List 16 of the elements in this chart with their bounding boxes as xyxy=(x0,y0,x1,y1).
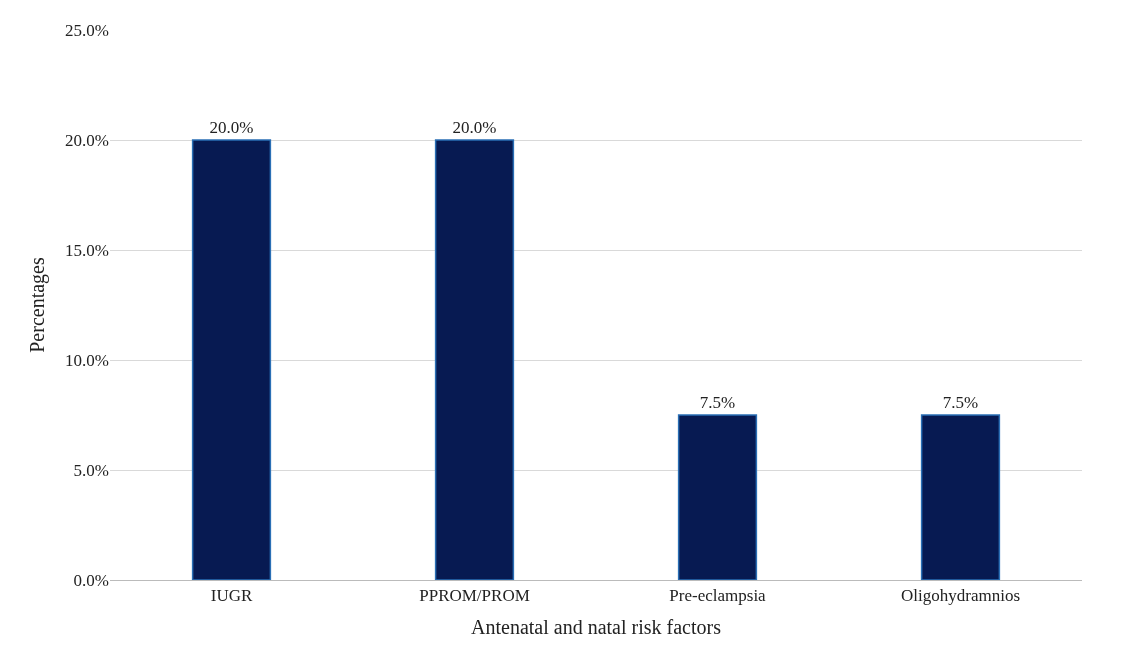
y-tick-label: 20.0% xyxy=(65,130,109,150)
y-tick-label: 0.0% xyxy=(73,570,109,590)
x-tick-label: PPROM/PROM xyxy=(419,586,530,606)
y-tick-label: 10.0% xyxy=(65,350,109,370)
x-tick-label: IUGR xyxy=(210,586,253,606)
x-tick-label: Oligohydramnios xyxy=(901,586,1020,606)
y-tick-label: 25.0% xyxy=(65,20,109,40)
x-axis-title: Antenatal and natal risk factors xyxy=(471,615,722,638)
data-label: 20.0% xyxy=(452,118,497,137)
data-label: 7.5% xyxy=(942,393,979,412)
data-label: 7.5% xyxy=(699,393,736,412)
y-tick-label: 5.0% xyxy=(73,460,109,480)
y-tick-label: 15.0% xyxy=(65,240,109,260)
data-label: 20.0% xyxy=(209,118,254,137)
y-axis-title: Percentages xyxy=(25,257,49,353)
x-tick-label: Pre-eclampsia xyxy=(669,586,767,606)
